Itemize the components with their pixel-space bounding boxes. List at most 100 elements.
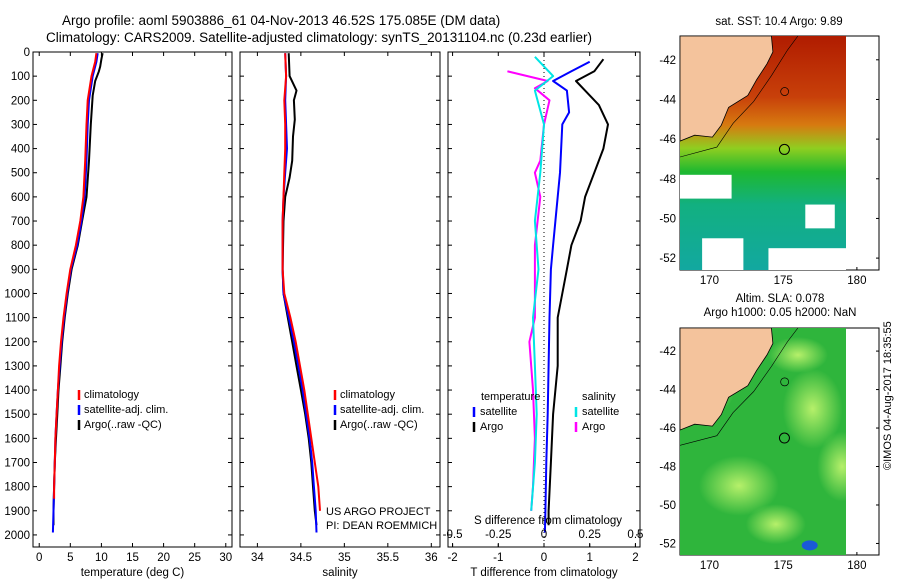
y-tick-label: 500	[11, 168, 30, 180]
map-y-tick-label: -52	[659, 253, 676, 265]
map-x-tick-label: 175	[774, 560, 793, 572]
seamount-contour	[780, 87, 790, 96]
y-tick-label: 1800	[4, 482, 30, 494]
shelf-contour	[680, 36, 799, 158]
salinity-profile-series-satellite	[281, 53, 318, 533]
x-tick-label: 34.5	[290, 552, 312, 564]
salinity-profile-frame	[239, 51, 441, 548]
sst-map-layer	[680, 36, 879, 270]
y-tick-label: 100	[11, 71, 30, 83]
x-axis-label: temperature (deg C)	[81, 567, 185, 579]
difference-profile-series-argo	[547, 58, 609, 526]
y-tick-label: 200	[11, 95, 30, 107]
masked-region	[857, 99, 879, 270]
sla-anomaly	[782, 368, 843, 449]
y-tick-label: 800	[11, 240, 30, 252]
x-tick-label: -1	[493, 552, 503, 564]
x-tick-label: 0	[541, 552, 547, 564]
map-y-tick-label: -48	[659, 174, 676, 186]
y-tick-label: 1100	[5, 313, 30, 325]
map-y-tick-label: -42	[659, 346, 676, 358]
argo-location-marker	[778, 143, 790, 155]
sst-map-title: sat. SST: 10.4 Argo: 9.89	[715, 16, 842, 28]
legend-label: Argo(..raw -QC)	[340, 419, 418, 431]
temperature-profile-series-argo	[52, 53, 104, 526]
masked-region	[857, 328, 879, 555]
x-tick-label: 1	[587, 552, 593, 564]
y-tick-label: 2000	[4, 530, 30, 542]
legend-label: Argo	[480, 421, 503, 433]
map-x-tick-label: 170	[700, 560, 719, 572]
x-tick-label: 30	[219, 552, 232, 564]
project-annotation: US ARGO PROJECT	[326, 506, 431, 518]
map-y-tick-label: -50	[659, 500, 676, 512]
legend-header-temperature: temperature	[481, 391, 540, 403]
legend-label: satellite-adj. clim.	[340, 404, 424, 416]
argo-location-marker	[778, 432, 790, 444]
x-tick-label: 35	[338, 552, 351, 564]
sla-anomaly	[767, 336, 828, 373]
x-tick-label: 5	[67, 552, 73, 564]
legend-label: satellite	[582, 406, 619, 418]
y-tick-label: 900	[11, 264, 30, 276]
y-tick-label: 1000	[4, 288, 30, 300]
temperature-profile-frame	[32, 51, 233, 548]
y-tick-label: 1700	[4, 457, 30, 469]
x-tick-label: 20	[157, 552, 170, 564]
map-x-tick-label: 180	[847, 275, 866, 287]
x-axis-label: T difference from climatology	[470, 567, 617, 579]
masked-region	[702, 238, 744, 270]
y-tick-label: 0	[24, 47, 30, 59]
pi-annotation: PI: DEAN ROEMMICH	[326, 520, 437, 532]
y-tick-label: 1500	[4, 409, 30, 421]
s-axis-label: S difference from climatology	[474, 515, 622, 527]
y-tick-label: 700	[11, 216, 30, 228]
x-tick-label: 10	[95, 552, 108, 564]
map-y-tick-label: -42	[659, 55, 676, 67]
map-x-tick-label: 180	[847, 560, 866, 572]
x-tick-label: 25	[188, 552, 201, 564]
difference-profile-series-satellite	[543, 60, 591, 533]
seamount-contour	[780, 377, 790, 387]
legend-label: satellite-adj. clim.	[84, 404, 168, 416]
masked-region	[768, 248, 846, 270]
y-tick-label: 300	[11, 119, 30, 131]
legend-label: climatology	[340, 389, 396, 401]
legend-label: Argo(..raw -QC)	[84, 419, 162, 431]
legend-label: satellite	[480, 406, 517, 418]
y-tick-label: 1900	[4, 506, 30, 518]
timestamp-stamp: ©IMOS 04-Aug-2017 18:35:55	[882, 321, 894, 470]
sla-map-title-line2: Argo h1000: 0.05 h2000: NaN	[704, 307, 857, 319]
map-x-tick-label: 175	[774, 275, 793, 287]
chart-title-line1: Argo profile: aoml 5903886_61 04-Nov-201…	[62, 13, 501, 28]
map-y-tick-label: -50	[659, 213, 676, 225]
sla-anomaly-low	[801, 540, 818, 551]
shelf-contour	[680, 328, 799, 446]
sla-map-title-line1: Altim. SLA: 0.078	[736, 293, 825, 305]
y-tick-label: 1200	[4, 337, 30, 349]
difference-profile-series-s_satellite	[530, 56, 555, 511]
x-tick-label: 35.5	[377, 552, 399, 564]
map-y-tick-label: -46	[659, 134, 676, 146]
land-south-island	[680, 36, 774, 142]
s-tick-label: 0	[541, 529, 547, 541]
s-tick-label: 0.25	[579, 529, 601, 541]
s-tick-label: -0.5	[443, 529, 463, 541]
x-tick-label: -2	[447, 552, 457, 564]
x-tick-label: 36	[425, 552, 438, 564]
map-y-tick-label: -52	[659, 538, 676, 550]
map-x-tick-label: 170	[700, 275, 719, 287]
y-tick-label: 1600	[4, 433, 30, 445]
y-tick-label: 1400	[4, 385, 30, 397]
chart-title-line2: Climatology: CARS2009. Satellite-adjuste…	[46, 30, 593, 45]
masked-region	[805, 204, 835, 229]
x-tick-label: 15	[126, 552, 139, 564]
difference-profile-series-s_argo	[507, 70, 551, 511]
x-axis-label: salinity	[322, 567, 357, 579]
y-tick-label: 600	[11, 192, 30, 204]
legend-header-salinity: salinity	[582, 391, 616, 403]
sla-anomaly	[698, 455, 779, 516]
legend-label: Argo	[582, 421, 605, 433]
x-tick-label: 0	[36, 552, 42, 564]
salinity-profile-series-climatology	[281, 53, 321, 511]
